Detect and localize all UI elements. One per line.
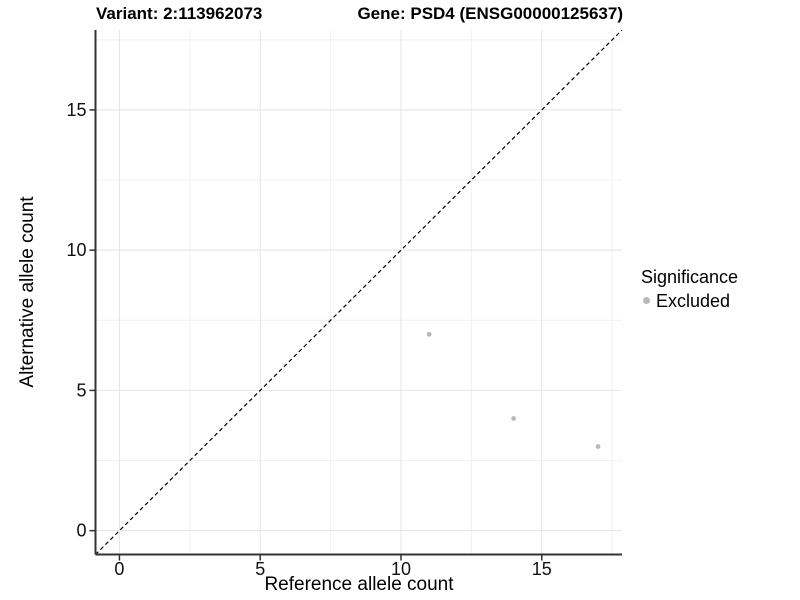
y-tick-label: 0	[76, 521, 86, 541]
y-tick-label: 15	[66, 100, 86, 120]
x-axis-title: Reference allele count	[264, 574, 454, 595]
gene-title: Gene: PSD4 (ENSG00000125637)	[357, 4, 623, 23]
data-point	[511, 416, 517, 421]
x-tick-label: 5	[255, 559, 265, 579]
x-tick-label: 15	[532, 559, 552, 579]
data-point	[426, 331, 432, 337]
y-tick-label: 5	[76, 380, 86, 400]
variant-title: Variant: 2:113962073	[96, 4, 263, 23]
legend-item-excluded: Excluded	[641, 290, 738, 313]
identity-dashed-line	[95, 29, 623, 555]
data-point	[595, 444, 601, 449]
legend-key-dot	[643, 297, 650, 305]
plot-titles: Variant: 2:113962073 Gene: PSD4 (ENSG000…	[96, 4, 623, 24]
legend-title: Significance	[641, 267, 739, 287]
legend: Significance Excluded	[641, 266, 738, 312]
x-tick-label: 0	[114, 559, 124, 579]
y-tick-label: 10	[66, 240, 86, 260]
x-tick-label: 10	[391, 559, 411, 579]
legend-item-label: Excluded	[656, 290, 731, 311]
y-axis-title: Alternative allele count	[17, 196, 38, 388]
